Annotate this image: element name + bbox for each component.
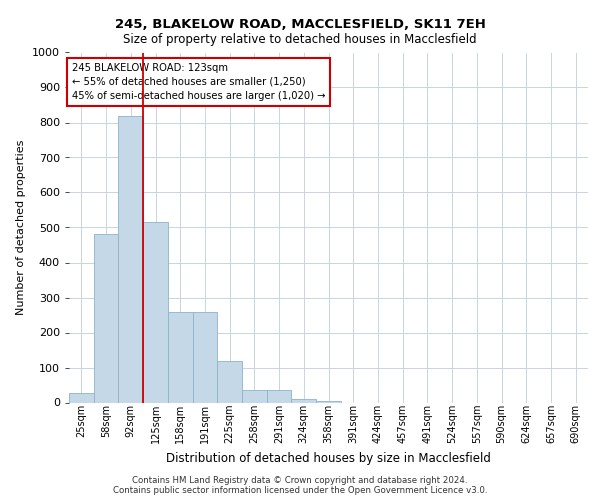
Bar bbox=[242, 390, 267, 402]
Text: Contains HM Land Registry data © Crown copyright and database right 2024.
Contai: Contains HM Land Registry data © Crown c… bbox=[113, 476, 487, 495]
Bar bbox=[118, 116, 143, 403]
Bar bbox=[267, 390, 292, 402]
Text: 245, BLAKELOW ROAD, MACCLESFIELD, SK11 7EH: 245, BLAKELOW ROAD, MACCLESFIELD, SK11 7… bbox=[115, 18, 485, 30]
Bar bbox=[69, 392, 94, 402]
Text: Size of property relative to detached houses in Macclesfield: Size of property relative to detached ho… bbox=[123, 32, 477, 46]
Bar bbox=[193, 312, 217, 402]
Bar bbox=[94, 234, 118, 402]
Y-axis label: Number of detached properties: Number of detached properties bbox=[16, 140, 26, 315]
Bar bbox=[292, 399, 316, 402]
Text: 245 BLAKELOW ROAD: 123sqm
← 55% of detached houses are smaller (1,250)
45% of se: 245 BLAKELOW ROAD: 123sqm ← 55% of detac… bbox=[71, 63, 325, 101]
Bar bbox=[316, 401, 341, 402]
Bar bbox=[168, 312, 193, 402]
X-axis label: Distribution of detached houses by size in Macclesfield: Distribution of detached houses by size … bbox=[166, 452, 491, 464]
Bar bbox=[217, 360, 242, 403]
Bar bbox=[143, 222, 168, 402]
